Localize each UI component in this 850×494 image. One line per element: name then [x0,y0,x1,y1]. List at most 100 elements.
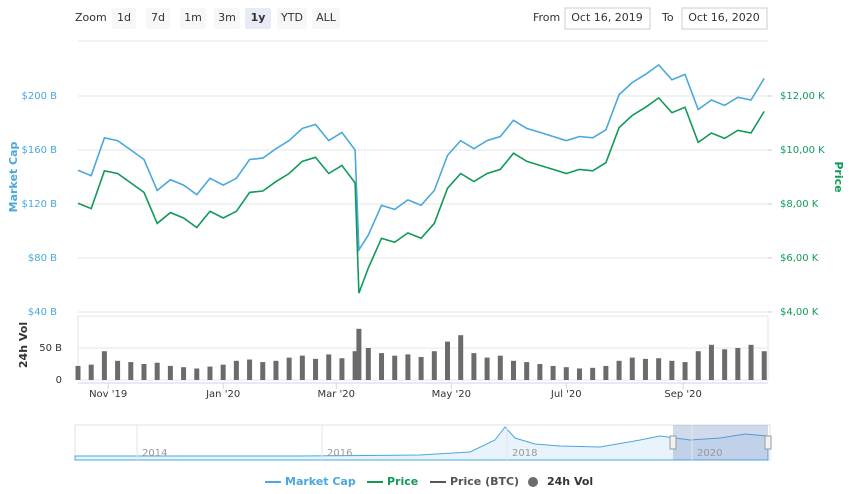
volume-bar [563,367,569,380]
volume-bar [154,362,160,380]
volume-bar [247,359,253,380]
navigator-handle[interactable] [669,435,677,450]
volume-bar [550,365,556,380]
volume-bar [273,360,279,380]
volume-bar [167,365,173,380]
volume-bar [356,328,362,380]
zoom-button-label[interactable]: 1d [117,11,131,24]
volume-bar [207,366,213,380]
zoom-button-label[interactable]: 7d [151,11,165,24]
volume-bar [115,360,121,380]
volume-bar [379,353,385,380]
from-value[interactable]: Oct 16, 2019 [571,11,643,24]
volume-bar [537,364,543,380]
volume-bar [576,368,582,380]
volume-bar [352,351,358,380]
volume-bar [458,335,464,380]
volume-bar [431,351,437,380]
x-tick-label: Mar '20 [318,389,356,400]
volume-bar [194,368,200,380]
navigator-handle[interactable] [764,435,772,450]
legend-label[interactable]: 24h Vol [547,475,593,488]
legend-label[interactable]: Price [387,475,418,488]
zoom-button[interactable] [312,8,340,29]
series-line [77,96,765,294]
y-axis-label: 24h Vol [17,322,30,368]
to-value[interactable]: Oct 16, 2020 [688,11,760,24]
volume-bar [405,354,411,380]
volume-bar [220,364,226,380]
volume-bar [590,367,596,380]
zoom-button-label[interactable]: 1m [184,11,202,24]
y-tick-label: $80 B [28,253,57,264]
navigator-label: 2016 [327,448,352,459]
volume-bar [629,357,635,380]
navigator-label: 2020 [697,448,722,459]
zoom-button[interactable] [214,8,240,29]
y-tick-label: $120 B [22,199,58,210]
y-tick-label: $40 B [28,307,57,318]
y-tick-label: $160 B [22,145,58,156]
volume-bar [181,367,187,380]
y-tick-label: $200 B [22,91,58,102]
volume-bar [722,349,728,380]
volume-bar [299,355,305,380]
zoom-label: Zoom [75,11,107,24]
x-tick-label: Sep '20 [664,389,702,400]
navigator-mask[interactable] [673,425,768,460]
volume-bar [484,357,490,380]
volume-bar [497,355,503,380]
zoom-button-label[interactable]: YTD [280,11,303,24]
y-axis-label: Market Cap [7,142,20,213]
volume-bar [695,351,701,380]
volume-bar [128,362,134,380]
from-input[interactable] [564,7,651,30]
volume-bar [669,360,675,380]
legend-symbol[interactable] [528,477,538,487]
x-tick-label: Jan '20 [205,389,240,400]
zoom-button-label[interactable]: 1y [251,11,266,24]
navigator-label: 2014 [142,448,167,459]
volume-bar [141,364,147,380]
x-tick-label: Jul '20 [550,389,582,400]
y2-tick-label: $4,00 K [780,307,819,318]
zoom-button[interactable] [180,8,206,29]
to-input[interactable] [681,7,768,30]
y2-tick-label: $12,00 K [780,91,825,102]
volume-bar [365,348,371,380]
volume-bar [392,355,398,380]
volume-bar [524,362,530,380]
zoom-button-label[interactable]: ALL [316,11,337,24]
navigator-label: 2018 [512,448,537,459]
from-label: From [533,11,560,24]
volume-bar [682,362,688,380]
volume-bar [88,364,94,380]
volume-bar [313,358,319,380]
volume-bar [471,353,477,380]
zoom-button[interactable] [245,8,271,29]
legend-label[interactable]: Market Cap [285,475,356,488]
to-label: To [661,11,674,24]
volume-bar [708,344,714,380]
zoom-button[interactable] [146,8,170,29]
legend-label[interactable]: Price (BTC) [450,475,519,488]
x-tick-label: Nov '19 [89,389,127,400]
volume-bar [510,360,516,380]
volume-bar [75,365,81,380]
zoom-button-label[interactable]: 3m [218,11,236,24]
volume-bar [418,356,424,380]
volume-bar [642,358,648,380]
zoom-button[interactable] [112,8,136,29]
volume-bar [260,362,266,380]
volume-bar [603,365,609,380]
volume-bar [445,341,451,380]
series-line [77,63,765,253]
volume-bar [286,357,292,380]
x-tick-label: May '20 [432,389,471,400]
volume-bar [748,344,754,380]
volume-bar [326,354,332,380]
y2-tick-label: $6,00 K [780,253,819,264]
y2-axis-label: Price [832,161,845,192]
zoom-button[interactable] [277,8,307,29]
